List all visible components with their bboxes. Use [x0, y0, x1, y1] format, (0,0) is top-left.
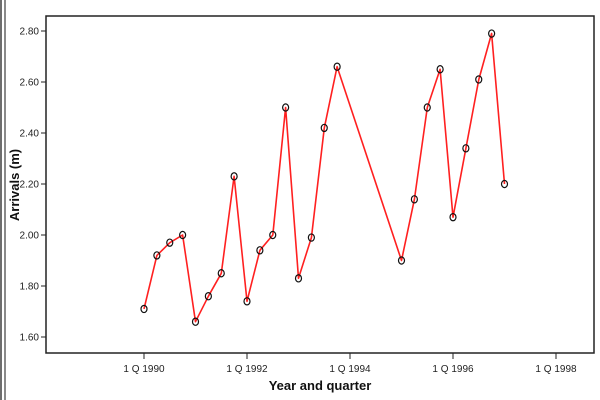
x-tick-label: 1 Q 1992: [226, 364, 268, 375]
x-tick-label: 1 Q 1998: [535, 364, 577, 375]
data-point-marker: [462, 144, 470, 153]
data-point-marker: [397, 256, 406, 265]
y-tick-label: 2.60: [20, 78, 40, 89]
x-tick-label: 1 Q 1994: [329, 364, 371, 375]
data-point-marker: [500, 179, 509, 189]
series-line: [143, 32, 506, 323]
y-tick-label: 1.80: [20, 282, 40, 293]
data-point-marker: [166, 238, 174, 247]
y-tick-label: 2.80: [20, 27, 40, 38]
data-point-marker: [436, 65, 444, 74]
data-point-marker: [256, 246, 264, 255]
plot-frame: [45, 15, 595, 354]
y-tick-label: 2.40: [20, 129, 40, 140]
data-point-marker: [230, 172, 238, 181]
x-tick-label: 1 Q 1990: [123, 364, 165, 375]
y-axis-title: Arrivals (m): [7, 149, 22, 221]
window-border-left: [0, 0, 2, 400]
data-point-marker: [320, 123, 328, 133]
data-point-marker: [140, 304, 148, 314]
data-point-marker: [243, 297, 251, 306]
data-point-marker: [282, 103, 290, 112]
data-point-marker: [269, 230, 277, 240]
data-point-marker: [475, 75, 483, 84]
y-tick-label: 2.00: [20, 231, 40, 242]
data-point-marker: [217, 269, 225, 278]
data-point-marker: [423, 103, 431, 112]
data-point-marker: [294, 274, 303, 283]
plot-area-border: [45, 15, 595, 354]
data-point-marker: [204, 292, 212, 301]
x-axis-title: Year and quarter: [269, 378, 372, 393]
data-point-marker: [488, 29, 496, 38]
data-point-marker: [153, 251, 161, 260]
y-tick-label: 2.20: [20, 180, 40, 191]
x-axis: 1 Q 1990 1 Q 1992 1 Q 1994 1 Q 1996 1 Q 1998: [123, 353, 577, 375]
data-point-marker: [449, 212, 457, 222]
data-point-marker: [307, 233, 315, 242]
data-point-marker: [191, 317, 200, 326]
y-tick-label: 1.60: [20, 333, 40, 344]
x-tick-label: 1 Q 1996: [432, 364, 474, 375]
data-series: [140, 29, 509, 326]
window-border-left-inner: [4, 0, 6, 400]
data-point-marker: [179, 230, 187, 240]
data-point-marker: [333, 62, 341, 71]
data-point-marker: [410, 195, 418, 204]
y-axis: 1.60 1.80 2.00 2.20 2.40 2.60 2.80: [20, 27, 46, 344]
